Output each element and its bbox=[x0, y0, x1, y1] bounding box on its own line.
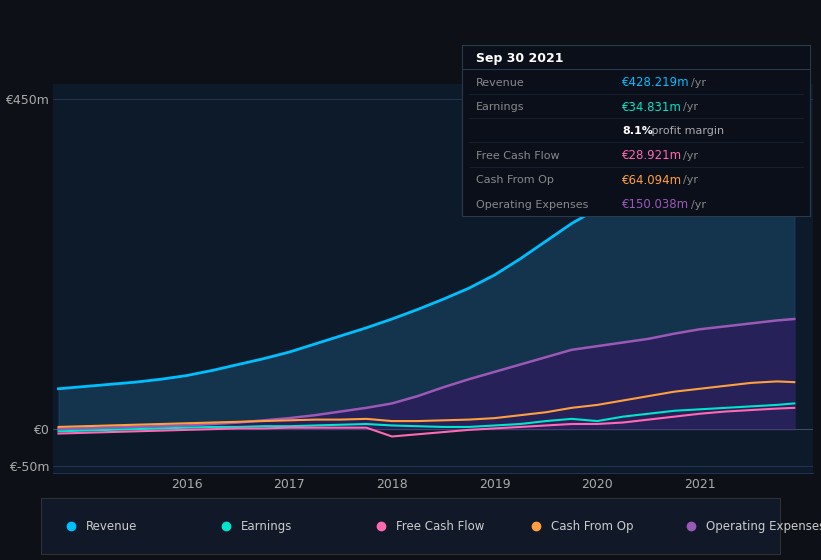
Text: 8.1%: 8.1% bbox=[622, 127, 653, 137]
Text: /yr: /yr bbox=[683, 151, 698, 161]
Text: €428.219m: €428.219m bbox=[622, 76, 690, 89]
Text: €34.831m: €34.831m bbox=[622, 101, 682, 114]
Text: Earnings: Earnings bbox=[241, 520, 292, 533]
Text: /yr: /yr bbox=[690, 199, 706, 209]
Text: Free Cash Flow: Free Cash Flow bbox=[396, 520, 484, 533]
Text: Earnings: Earnings bbox=[476, 102, 525, 112]
Text: Cash From Op: Cash From Op bbox=[476, 175, 554, 185]
Text: /yr: /yr bbox=[683, 102, 698, 112]
Text: /yr: /yr bbox=[690, 78, 706, 87]
Text: Cash From Op: Cash From Op bbox=[551, 520, 633, 533]
Text: profit margin: profit margin bbox=[648, 127, 724, 137]
Text: Revenue: Revenue bbox=[85, 520, 137, 533]
Text: Revenue: Revenue bbox=[476, 78, 525, 87]
Text: Sep 30 2021: Sep 30 2021 bbox=[476, 52, 563, 65]
Text: €28.921m: €28.921m bbox=[622, 150, 682, 162]
Text: /yr: /yr bbox=[683, 175, 698, 185]
Text: €64.094m: €64.094m bbox=[622, 174, 682, 186]
Text: Free Cash Flow: Free Cash Flow bbox=[476, 151, 560, 161]
Text: €150.038m: €150.038m bbox=[622, 198, 689, 211]
Text: Operating Expenses: Operating Expenses bbox=[706, 520, 821, 533]
Text: Operating Expenses: Operating Expenses bbox=[476, 199, 589, 209]
